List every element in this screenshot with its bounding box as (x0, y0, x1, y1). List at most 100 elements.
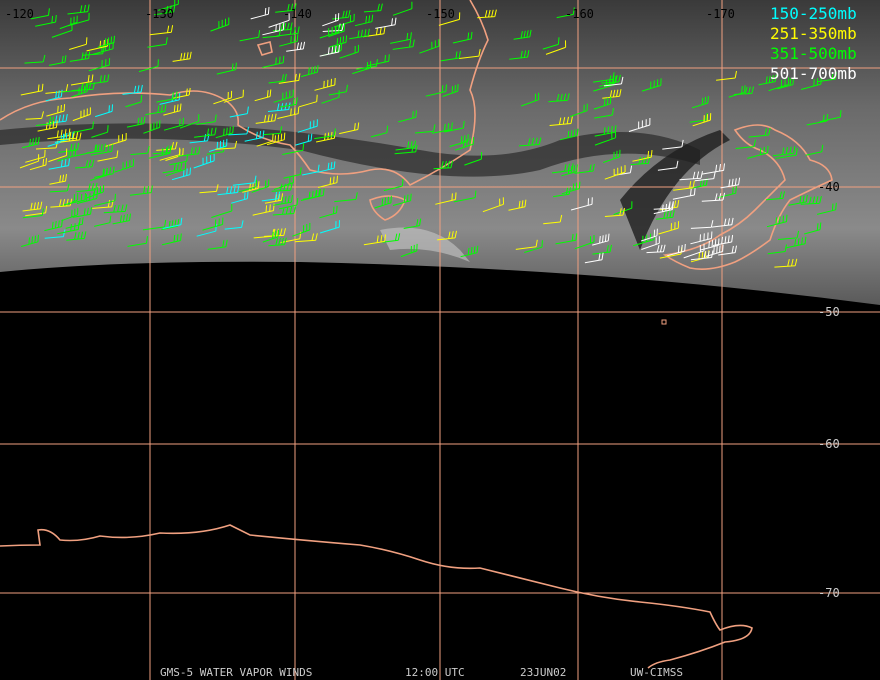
lon-label: -140 (283, 7, 312, 21)
wind-barb (157, 0, 179, 11)
wind-barb (254, 89, 272, 102)
wind-barb (172, 51, 192, 62)
wind-barb (286, 41, 306, 52)
wind-barb (129, 185, 153, 196)
wind-barb (22, 201, 43, 212)
wind-barb (561, 164, 578, 177)
wind-barb (250, 7, 270, 20)
wind-barb (215, 140, 238, 150)
wind-barb (398, 110, 417, 123)
lat-label: -50 (818, 305, 840, 319)
bright-cloud (380, 227, 470, 262)
wind-barb (67, 4, 90, 15)
wind-barb (375, 17, 397, 29)
wind-barb (435, 192, 457, 205)
wind-barb (127, 236, 148, 247)
wind-barb (339, 44, 359, 59)
wind-barb (262, 28, 282, 39)
wind-barb (455, 137, 474, 151)
wind-barb (778, 230, 800, 240)
wind-barb (49, 174, 67, 185)
wind-barb (334, 192, 358, 203)
wind-barb (301, 164, 320, 176)
wind-barb (392, 39, 415, 50)
wind-barb (125, 94, 143, 108)
wind-barb (239, 30, 261, 42)
wind-barb (88, 58, 111, 72)
wind-barb (163, 117, 184, 131)
wind-barb (95, 104, 113, 118)
wind-barb (169, 154, 189, 166)
wind-barb (87, 74, 110, 85)
wind-barb (105, 132, 127, 147)
wind-barb (431, 122, 453, 134)
wind-barb (658, 221, 680, 235)
wind-barb (37, 120, 58, 132)
wind-barb (542, 37, 560, 50)
dry-streak (0, 123, 700, 177)
wind-barb (264, 228, 286, 237)
wind-barb (555, 233, 578, 245)
wind-barb (154, 4, 176, 16)
wind-barb (766, 191, 785, 201)
wind-barb (276, 26, 300, 37)
wind-barb (800, 195, 822, 205)
footer-text: 12:00 UTC (405, 666, 465, 679)
wind-barb (374, 195, 392, 209)
wind-barb (718, 245, 737, 256)
wind-barb (90, 144, 113, 156)
wind-barb (122, 84, 143, 95)
wind-barb (54, 131, 74, 143)
lat-label: -60 (818, 437, 840, 451)
lat-labels: -40 -50 -60 -70 (818, 180, 840, 600)
wind-barb (440, 50, 461, 62)
wind-barb (178, 146, 201, 157)
wind-barb (22, 208, 44, 219)
wind-barb (216, 62, 237, 75)
wind-barb (453, 190, 477, 203)
wind-barb (662, 139, 684, 150)
wind-barb (766, 214, 788, 228)
wind-barb (515, 239, 538, 250)
wind-barb (548, 93, 570, 103)
wind-barb (171, 167, 191, 181)
wind-barb (363, 234, 387, 246)
wind-barb (689, 112, 708, 123)
footer-text: 23JUN02 (520, 666, 566, 679)
wind-barb (238, 179, 258, 193)
wind-barb (521, 92, 540, 107)
wind-barb (459, 49, 481, 59)
wind-barb (804, 222, 822, 235)
wind-barb (76, 182, 98, 193)
wind-barb (207, 239, 228, 250)
wind-barb (574, 235, 595, 250)
wind-barb (48, 158, 70, 170)
wind-barb (251, 179, 270, 193)
wind-barb (70, 74, 94, 86)
wind-barb (46, 114, 68, 125)
wind-barb (75, 159, 95, 169)
wind-barb (19, 154, 40, 169)
wind-barb (545, 40, 567, 55)
wind-barb (199, 184, 219, 194)
wind-barb (690, 231, 713, 245)
wind-barb (613, 201, 633, 216)
wind-barb (57, 222, 80, 235)
wind-barb (297, 119, 318, 133)
wind-barb (392, 1, 413, 16)
wind-barb (646, 244, 666, 254)
wind-barb (50, 198, 73, 208)
wind-barb (349, 28, 370, 40)
wind-barb (667, 243, 686, 257)
wind-barb (228, 126, 250, 136)
wind-barb (758, 74, 777, 86)
wind-barb (392, 193, 412, 206)
lon-label: -170 (706, 7, 735, 21)
wind-barb (716, 70, 737, 81)
wind-barb (339, 122, 360, 135)
wind-barb (224, 220, 244, 230)
wind-barb (593, 77, 615, 92)
wind-barb (156, 91, 178, 103)
wind-barb (145, 104, 167, 116)
